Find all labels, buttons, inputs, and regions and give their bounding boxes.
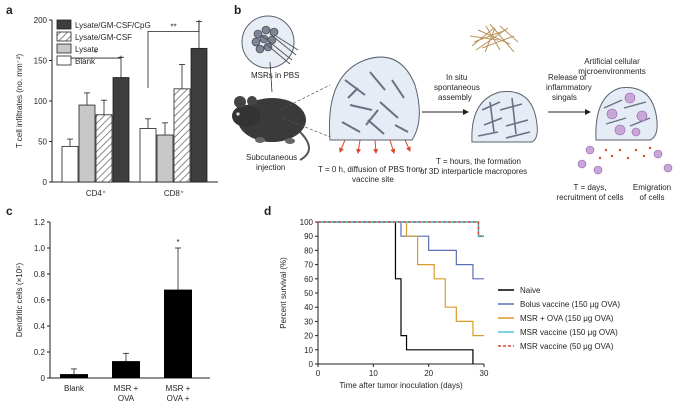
c-y-tick-label: 1.0 [34, 244, 46, 253]
a-legend-swatch [56, 19, 72, 30]
d-x-tick-label: 10 [369, 369, 378, 378]
a-bar [139, 128, 157, 183]
diagram-b-msr-assembly: MSRs in PBS Subcutaneous injection [232, 15, 673, 202]
a-significance-bracket [147, 20, 200, 89]
c-x-tick-label: MSR + [166, 384, 191, 393]
step1-text: Subcutaneous injection [246, 153, 297, 172]
d-legend-label: MSR vaccine (50 μg OVA) [520, 342, 614, 351]
a-bar [173, 88, 191, 183]
depot-diffusion-icon [328, 56, 420, 154]
a-y-tick-label: 200 [34, 16, 48, 25]
a-bar [61, 145, 79, 183]
d-x-tick-label: 0 [316, 369, 321, 378]
d-y-tick-label: 10 [304, 346, 313, 355]
d-y-tick-label: 20 [304, 332, 313, 341]
msr-bundle-icon [241, 15, 299, 69]
d-y-tick-label: 30 [304, 317, 313, 326]
c-bar [112, 361, 140, 378]
a-bar [190, 47, 208, 183]
a-legend-label: Lysate [75, 45, 99, 54]
d-y-tick-label: 70 [304, 261, 313, 270]
c-y-tick-label: 0.4 [34, 322, 46, 331]
c-x-tick-label: MSR + [114, 384, 139, 393]
c-y-tick-label: 0.8 [34, 270, 46, 279]
d-x-tick-label: 20 [424, 369, 433, 378]
c-y-tick-label: 0 [41, 374, 46, 383]
chart-c-dendritic-cells: 0 0.2 0.4 0.6 0.8 1.0 1.2 Dendritic cells (×10⁵… [15, 218, 210, 403]
d-x-tick-label: 30 [480, 369, 489, 378]
step3-text: In situ spontaneous assembly [434, 73, 480, 102]
d-y-axis-label: Percent survival (%) [279, 257, 288, 329]
a-bar [112, 77, 130, 183]
a-x-tick-label: CD4⁺ [86, 189, 106, 198]
step2-text: T = 0 h, diffusion of PBS from vaccine si… [318, 165, 423, 184]
d-legend-label: Bolus vaccine (150 μg OVA) [520, 300, 620, 309]
d-y-tick-label: 100 [300, 218, 314, 227]
d-series-line [318, 221, 484, 337]
a-bar [78, 104, 96, 183]
step8-text: Emigration of cells [633, 183, 671, 202]
panel-label-c: c [6, 204, 13, 218]
scaffold-pile-icon [469, 23, 519, 53]
d-legend-label: Naive [520, 286, 541, 295]
chart-a-t-cell-infiltrates: 0 50 100 150 200 T cell infiltrates (no. mm⁻²… [15, 16, 218, 198]
d-series-line [318, 221, 484, 280]
d-y-tick-label: 90 [304, 232, 313, 241]
a-bar [156, 134, 174, 183]
a-legend-swatch [56, 31, 72, 42]
step6-text: Artificial cellular microenvironments [578, 57, 646, 76]
c-y-tick-label: 0.6 [34, 296, 46, 305]
step4-text: T = hours, the formation of 3D interparti… [420, 157, 527, 176]
a-y-axis-label: T cell infiltrates (no. mm⁻²) [15, 54, 24, 149]
d-series-line [318, 221, 484, 237]
d-legend-label: MSR vaccine (150 μg OVA) [520, 328, 618, 337]
a-significance-cd4: * [94, 49, 97, 58]
a-bar [95, 114, 113, 183]
c-x-tick-label: OVA [118, 394, 135, 403]
panel-label-d: d [264, 204, 271, 218]
c-y-tick-label: 1.2 [34, 218, 46, 227]
a-x-tick-label: CD8⁺ [164, 189, 184, 198]
a-legend-label: Blank [75, 57, 96, 66]
d-series-line [318, 221, 474, 364]
mouse-icon [232, 96, 310, 161]
a-y-tick-label: 150 [34, 57, 48, 66]
c-x-tick-label: OVA + [167, 394, 190, 403]
d-y-tick-label: 80 [304, 246, 313, 255]
d-y-tick-label: 60 [304, 275, 313, 284]
msr-label: MSRs in PBS [251, 71, 299, 80]
c-y-tick-label: 0.2 [34, 348, 46, 357]
c-y-axis-label: Dendritic cells (×10⁵) [15, 263, 24, 338]
d-y-tick-label: 40 [304, 303, 313, 312]
depot-assembled-icon [471, 91, 538, 143]
a-legend-swatch [56, 55, 72, 66]
a-y-tick-label: 100 [34, 97, 48, 106]
a-y-tick-label: 50 [38, 138, 47, 147]
a-legend-label: Lysate/GM-CSF/CpG [75, 21, 151, 30]
panel-label-b: b [234, 3, 241, 17]
c-bar [60, 374, 88, 378]
a-legend-label: Lysate/GM-CSF [75, 33, 132, 42]
panel-label-a: a [6, 3, 13, 17]
c-significance: * [176, 238, 179, 247]
c-bar [164, 289, 192, 378]
d-legend-label: MSR + OVA (150 μg OVA) [520, 314, 614, 323]
d-y-tick-label: 0 [309, 360, 314, 369]
a-significance-cd8: ** [170, 22, 176, 31]
step7-text: T = days, recruitment of cells [556, 183, 623, 202]
step5-text: Release of inflammatory singals [546, 73, 592, 102]
a-y-tick-label: 0 [43, 178, 48, 187]
a-legend-swatch [56, 43, 72, 54]
c-x-tick-label: Blank [64, 384, 85, 393]
d-y-tick-label: 50 [304, 289, 313, 298]
d-x-axis-label: Time after tumor inoculation (days) [339, 381, 463, 390]
depot-recruitment-icon [577, 87, 673, 175]
chart-d-survival: 0 10 20 30 40 50 60 70 80 90 100 0 10 20 30 Time after … [279, 218, 620, 390]
